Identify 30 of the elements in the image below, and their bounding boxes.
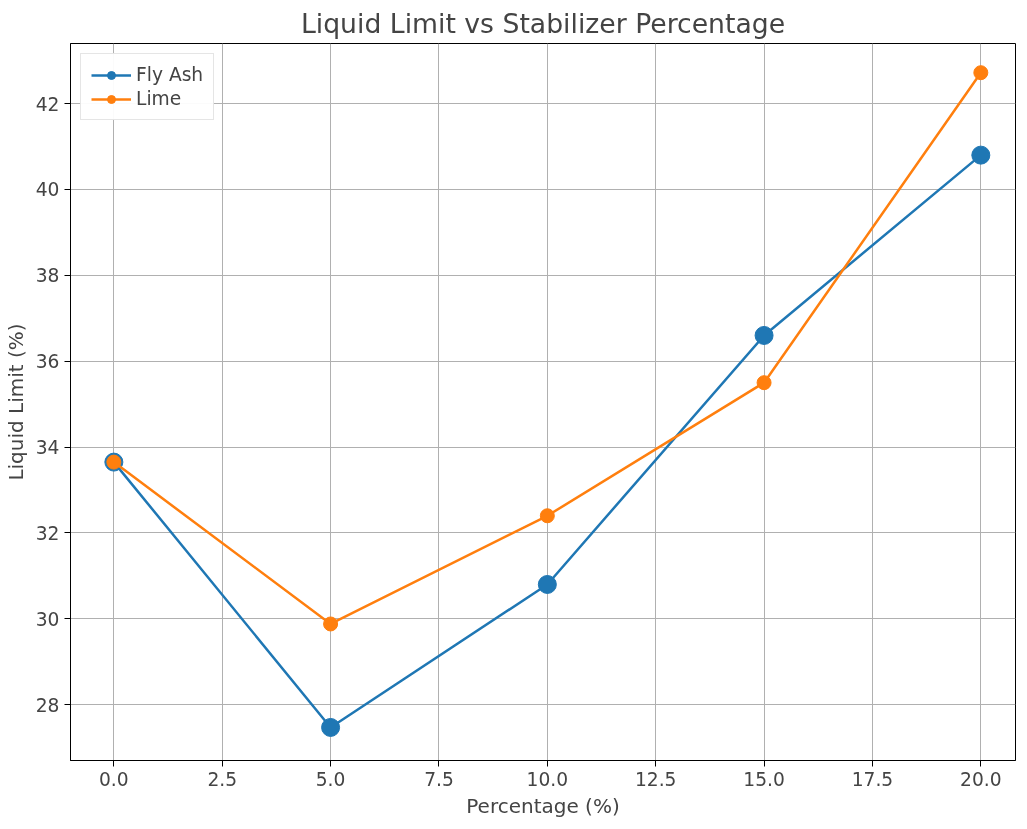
- y-tick-label: 36: [35, 351, 60, 373]
- y-tick-label: 42: [35, 93, 60, 115]
- x-tick-label: 0.0: [99, 768, 129, 790]
- y-tick-label: 34: [35, 437, 60, 459]
- x-tick-label: 17.5: [851, 768, 894, 790]
- point: [754, 325, 774, 345]
- y-tick-label: 40: [35, 179, 60, 201]
- y-axis-title: Liquid Limit (%): [3, 323, 28, 481]
- legend-label: Lime: [136, 88, 182, 109]
- point: [539, 508, 555, 524]
- x-tick-label: 7.5: [424, 768, 454, 790]
- x-tick-label: 12.5: [634, 768, 677, 790]
- x-tick-label: 20.0: [960, 768, 1002, 790]
- x-tick-label: 15.0: [743, 768, 785, 790]
- y-tick-label: 38: [35, 265, 60, 287]
- y-tick-label: 32: [35, 522, 60, 544]
- point: [537, 574, 557, 594]
- y-tick-label: 30: [35, 608, 60, 630]
- x-tick-label: 10.0: [526, 768, 569, 790]
- y-tick-label: 28: [35, 694, 60, 716]
- x-tick-label: 2.5: [207, 768, 238, 790]
- point: [973, 65, 989, 81]
- point: [971, 145, 991, 165]
- chart-title: Liquid Limit vs Stabilizer Percentage: [300, 7, 786, 39]
- x-axis-title: Percentage (%): [466, 793, 620, 818]
- point: [321, 717, 341, 737]
- legend-label: Fly Ash: [136, 64, 204, 85]
- x-tick-label: 5.0: [315, 768, 346, 790]
- point: [323, 616, 339, 632]
- point: [756, 375, 772, 391]
